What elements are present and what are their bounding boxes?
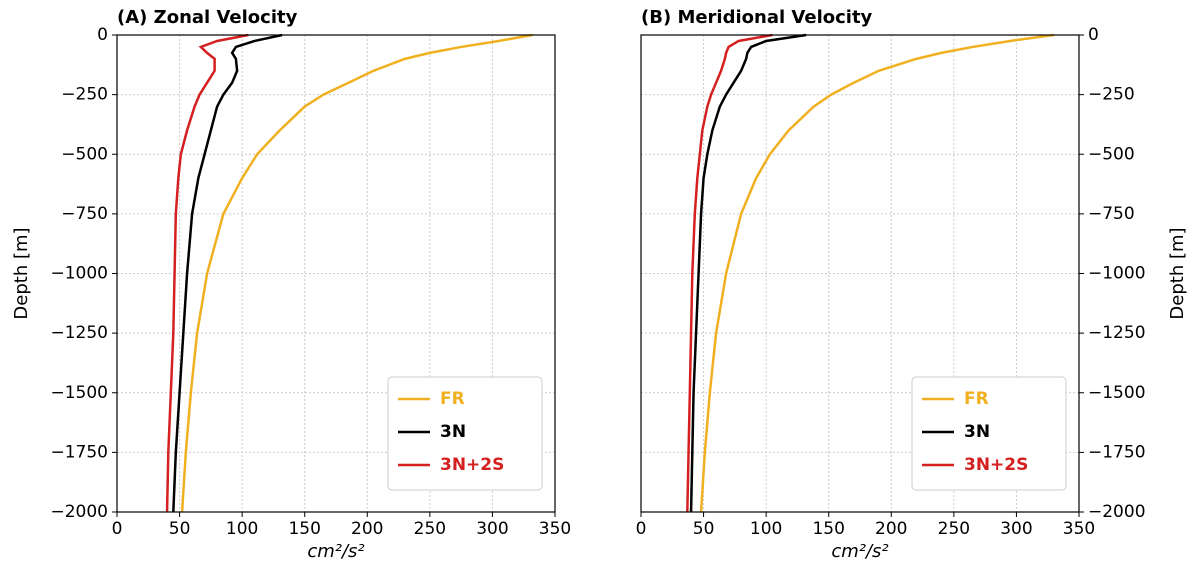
panel-title: (B) Meridional Velocity — [641, 7, 873, 28]
legend-label: FR — [440, 389, 465, 409]
profile-line — [686, 33, 773, 513]
x-tick-label: 0 — [112, 519, 123, 539]
y-tick-label: −1000 — [1088, 264, 1146, 284]
y-tick-label: 0 — [1088, 25, 1099, 45]
plot-frame — [640, 34, 1080, 513]
legend-label: 3N — [964, 422, 990, 442]
y-tick-label: −1500 — [1088, 383, 1146, 403]
legend-label: 3N+2S — [964, 455, 1028, 475]
y-tick-label: −250 — [61, 85, 108, 105]
y-tick-label: −1500 — [50, 383, 108, 403]
y-tick-label: −1250 — [50, 323, 108, 343]
profile-line — [165, 33, 249, 513]
y-tick-label: −1250 — [1088, 323, 1146, 343]
panel: (A) Zonal Velocity 0 50 100 150 200 250 300 350 −… — [11, 7, 571, 562]
legend-box — [911, 376, 1067, 491]
x-tick-label: 250 — [414, 519, 446, 539]
legend-box — [387, 376, 543, 491]
plot-frame — [116, 34, 556, 513]
y-tick-label: −500 — [61, 144, 108, 164]
y-tick-label: −2000 — [50, 502, 108, 522]
y-tick-label: −2000 — [1088, 502, 1146, 522]
profile-line — [180, 33, 533, 513]
legend-label: 3N — [440, 422, 466, 442]
y-axis-label: Depth [m] — [11, 227, 32, 319]
profile-line — [699, 33, 1055, 513]
x-axis-label: cm²/s² — [831, 541, 888, 562]
x-tick-label: 150 — [288, 519, 320, 539]
x-tick-label: 100 — [750, 519, 782, 539]
panel-title: (A) Zonal Velocity — [117, 7, 298, 28]
x-tick-label: 0 — [636, 519, 647, 539]
profile-line — [689, 33, 807, 513]
x-tick-label: 200 — [351, 519, 383, 539]
y-tick-label: −750 — [61, 204, 108, 224]
x-tick-label: 100 — [226, 519, 258, 539]
y-tick-label: −1750 — [1088, 442, 1146, 462]
y-tick-label: −750 — [1088, 204, 1135, 224]
y-tick-label: −1750 — [50, 442, 108, 462]
x-tick-label: 350 — [1063, 519, 1095, 539]
x-tick-label: 200 — [875, 519, 907, 539]
legend-label: FR — [964, 389, 989, 409]
y-tick-label: −1000 — [50, 264, 108, 284]
x-axis-label: cm²/s² — [307, 541, 364, 562]
y-axis-label: Depth [m] — [1167, 227, 1188, 319]
panel: (B) Meridional Velocity 0 50 100 150 200 250 30… — [636, 7, 1188, 562]
y-tick-label: −500 — [1088, 144, 1135, 164]
x-tick-label: 150 — [812, 519, 844, 539]
x-tick-label: 350 — [539, 519, 571, 539]
profile-line — [172, 33, 283, 513]
x-tick-label: 50 — [693, 519, 715, 539]
x-tick-label: 50 — [169, 519, 191, 539]
y-tick-label: −250 — [1088, 85, 1135, 105]
y-tick-label: 0 — [97, 25, 108, 45]
x-tick-label: 250 — [938, 519, 970, 539]
x-tick-label: 300 — [476, 519, 508, 539]
x-tick-label: 300 — [1000, 519, 1032, 539]
legend-label: 3N+2S — [440, 455, 504, 475]
